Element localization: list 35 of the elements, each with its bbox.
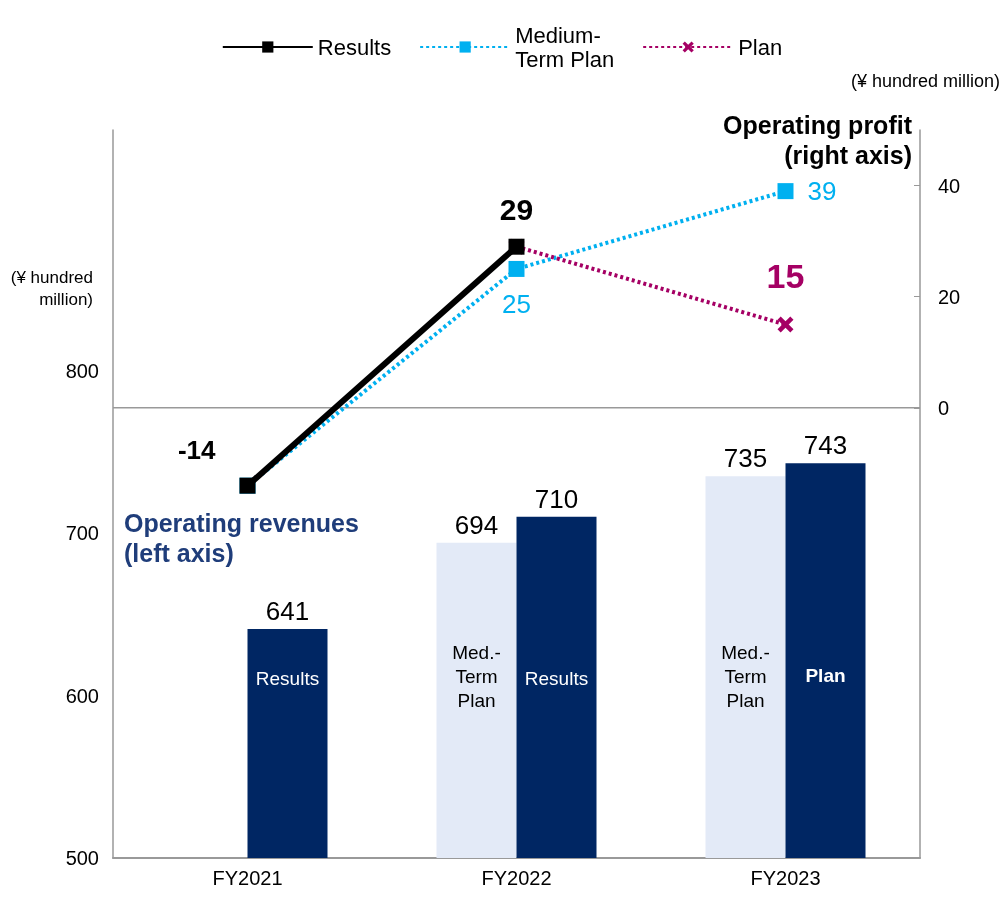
data-label: 735 [723, 443, 768, 474]
data-label: 641 [265, 595, 310, 626]
data-label: 25 [502, 288, 531, 319]
legend-label: Plan [738, 34, 783, 60]
y-axis-title: Operating revenues (left axis) [124, 509, 359, 567]
annotation: Results [524, 668, 589, 690]
data-label: -14 [177, 434, 217, 465]
y2-tick-label: 0 [938, 396, 950, 419]
data-label: 29 [499, 193, 534, 227]
y2-axis-title: Operating profit (right axis) [723, 111, 913, 169]
series-label: Med.- Term Plan [452, 641, 501, 711]
text: (¥ hundred million) [850, 71, 1000, 91]
x-tick-label: FY2022 [481, 867, 552, 889]
data-label: 710 [534, 483, 579, 514]
data-label: 15 [766, 256, 805, 295]
annotation: Results [255, 668, 320, 690]
y2-tick-label: 40 [938, 174, 961, 197]
y-tick-label: 600 [65, 684, 99, 707]
y-tick-label: 800 [65, 359, 99, 382]
data-label: 743 [803, 430, 848, 461]
point [777, 183, 794, 200]
y-tick-label: 500 [65, 847, 99, 869]
annotation: Plan [805, 665, 846, 686]
text: Med.- Term Plan [721, 641, 770, 711]
legend-label: Medium- Term Plan [515, 22, 615, 72]
y2-tick-label: 20 [938, 285, 961, 308]
data-label: 694 [454, 509, 499, 540]
x-tick-label: FY2023 [750, 867, 821, 889]
y-tick-label: 700 [65, 522, 99, 544]
point [508, 260, 525, 277]
text: (¥ hundred million) [10, 267, 93, 309]
point [777, 316, 794, 333]
x-tick-label: FY2021 [212, 867, 283, 889]
legend-label: Results [317, 34, 392, 60]
data-label: 39 [807, 176, 837, 207]
